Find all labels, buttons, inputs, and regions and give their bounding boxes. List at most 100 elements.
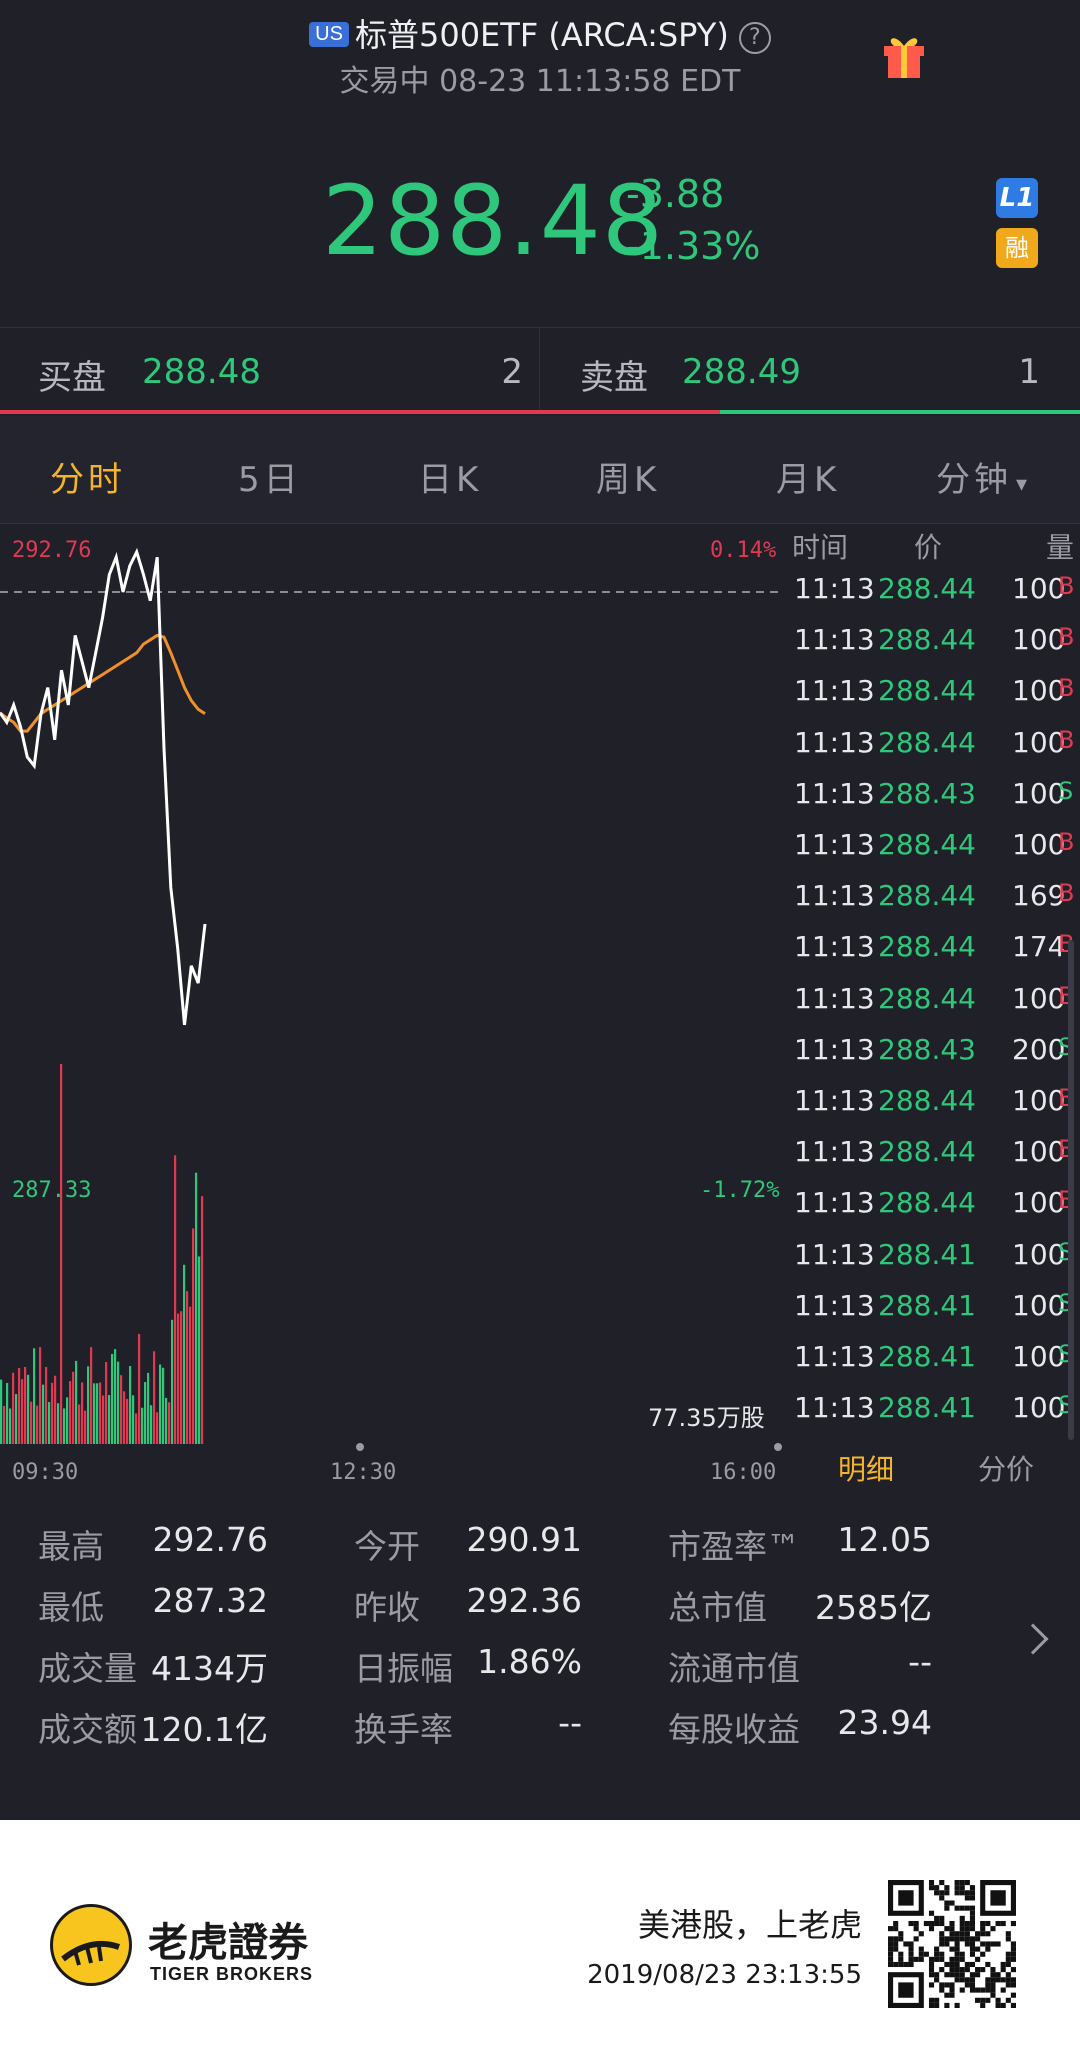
- header: US 标普500ETF (ARCA:SPY)? 交易中 08-23 11:13:5…: [0, 0, 1080, 110]
- stats-grid[interactable]: 最高 292.76 今开 290.91 市盈率™ 12.05 最低 287.32 昨收 292.3…: [0, 1520, 1080, 1820]
- avg-price-line: [0, 633, 206, 733]
- title-row: US 标普500ETF (ARCA:SPY)?: [0, 10, 1080, 56]
- trade-row: 11:13 288.43 200 S: [790, 1025, 1080, 1076]
- volume-bar: [96, 1383, 99, 1444]
- margin-badge[interactable]: 融: [996, 228, 1038, 268]
- trade-price: 288.43: [878, 776, 976, 810]
- trade-vol: 100: [1012, 1186, 1066, 1220]
- trade-vol: 100: [1012, 776, 1066, 810]
- tab-minute[interactable]: 分钟 ▾: [936, 452, 1027, 501]
- volume-bar: [90, 1347, 93, 1444]
- volume-bar: [105, 1361, 108, 1444]
- stat-label: 成交额: [38, 1710, 137, 1749]
- trade-time: 11:13: [794, 930, 875, 964]
- help-icon[interactable]: ?: [738, 22, 771, 54]
- volume-bar: [45, 1366, 48, 1444]
- volume-bar: [18, 1367, 21, 1444]
- trade-row: 11:13 288.44 100 B: [790, 820, 1080, 871]
- slogan: 美港股，上老虎: [637, 1906, 862, 1944]
- stat-label: 成交量: [38, 1649, 137, 1688]
- chart-high-pct: 0.14%: [710, 538, 777, 563]
- l1-badge[interactable]: L1: [996, 178, 1038, 218]
- intraday-chart[interactable]: [0, 524, 790, 1484]
- market-badge: US: [309, 22, 349, 47]
- tab-trade-detail[interactable]: 明细: [838, 1453, 895, 1486]
- stat-label: 日振幅: [354, 1649, 453, 1688]
- trade-row: 11:13 288.41 100 S: [790, 1383, 1080, 1434]
- ask-ratio-bar: [720, 410, 1080, 414]
- volume-bar: [111, 1353, 114, 1444]
- trade-price: 288.41: [878, 1340, 976, 1373]
- stat-label: 最高: [38, 1527, 104, 1566]
- price-change: -3.88: [626, 172, 725, 216]
- brand-name-cn: 老虎證券: [148, 1920, 308, 1966]
- stat-label: 最低: [38, 1588, 104, 1627]
- volume-bar: [0, 1379, 3, 1444]
- screenshot-time: 2019/08/23 23:13:55: [587, 1960, 862, 1990]
- stat-value: 4134万: [151, 1649, 268, 1688]
- trade-vol: 200: [1012, 1032, 1066, 1066]
- trade-side: B: [1058, 674, 1075, 703]
- trade-row: 11:13 288.44 100 B: [790, 1076, 1080, 1127]
- trade-time: 11:13: [794, 828, 875, 861]
- time-start-label: 09:30: [12, 1460, 79, 1485]
- trade-ticker[interactable]: 时间 价 量 11:13 288.44 100 B 11:13 288.44 100 B 11:…: [790, 524, 1080, 1444]
- trade-row: 11:13 288.44 100 B: [790, 1178, 1080, 1229]
- stat-value: 120.1亿: [140, 1710, 268, 1749]
- bid-qty: 2: [501, 352, 523, 392]
- volume-bar: [129, 1365, 132, 1444]
- trade-time: 11:13: [794, 1237, 875, 1271]
- tab-price-dist[interactable]: 分价: [978, 1453, 1035, 1486]
- volume-bar: [147, 1372, 150, 1444]
- volume-bar: [78, 1404, 81, 1444]
- trade-time: 11:13: [794, 1340, 875, 1373]
- volume-bar: [192, 1228, 195, 1444]
- bid-panel[interactable]: 买盘 288.48 2: [0, 328, 540, 414]
- volume-bar: [27, 1374, 30, 1444]
- volume-bar: [120, 1375, 123, 1444]
- stat-value: --: [908, 1642, 932, 1681]
- trade-time: 11:13: [794, 1135, 875, 1169]
- ask-panel[interactable]: 卖盘 288.49 1: [540, 328, 1080, 414]
- bid-ratio-bar: [0, 410, 720, 414]
- trade-time: 11:13: [794, 1084, 875, 1117]
- volume-bar: [198, 1256, 201, 1444]
- volume-bar: [132, 1395, 135, 1444]
- stat-label: 每股收益: [668, 1710, 800, 1749]
- volume-bar: [99, 1382, 102, 1444]
- trade-time: 11:13: [794, 1186, 875, 1220]
- tab-daily-k[interactable]: 日K: [418, 460, 483, 500]
- trade-side: B: [1058, 725, 1075, 754]
- trade-header-volume: 量: [1046, 531, 1075, 564]
- gift-icon[interactable]: [880, 28, 928, 80]
- volume-bar: [153, 1351, 156, 1444]
- trade-vol: 100: [1012, 1084, 1066, 1117]
- tab-intraday[interactable]: 分时: [50, 460, 126, 500]
- qr-code-icon: [888, 1880, 1016, 2008]
- trade-vol: 100: [1012, 623, 1066, 657]
- volume-bar: [57, 1403, 60, 1444]
- volume-bar: [195, 1172, 198, 1444]
- trade-row: 11:13 288.44 169 B: [790, 871, 1080, 922]
- volume-bar: [177, 1313, 180, 1444]
- stat-label: 流通市值: [668, 1649, 800, 1688]
- volume-bar: [42, 1384, 45, 1444]
- volume-bar: [54, 1375, 57, 1444]
- order-book[interactable]: 买盘 288.48 2 卖盘 288.49 1: [0, 327, 1080, 414]
- bid-label: 买盘: [38, 358, 106, 398]
- tab-5day[interactable]: 5日: [238, 460, 302, 500]
- trade-scrollbar[interactable]: [1068, 940, 1074, 1440]
- tab-monthly-k[interactable]: 月K: [776, 460, 841, 500]
- volume-bar: [12, 1372, 15, 1444]
- trade-price: 288.41: [878, 1391, 976, 1425]
- tab-minute-label: 分钟: [936, 460, 1012, 500]
- ask-label: 卖盘: [580, 358, 648, 398]
- trade-header-time: 时间: [792, 531, 849, 564]
- volume-bar: [21, 1379, 24, 1444]
- trade-vol: 100: [1012, 1288, 1066, 1322]
- trade-price: 288.44: [878, 879, 976, 913]
- trade-price: 288.44: [878, 1084, 976, 1117]
- stat-label: 换手率: [354, 1710, 453, 1749]
- tab-weekly-k[interactable]: 周K: [596, 460, 661, 500]
- footer-banner: 老虎證券 TIGER BROKERS 美港股，上老虎 2019/08/23 23…: [0, 1820, 1080, 2069]
